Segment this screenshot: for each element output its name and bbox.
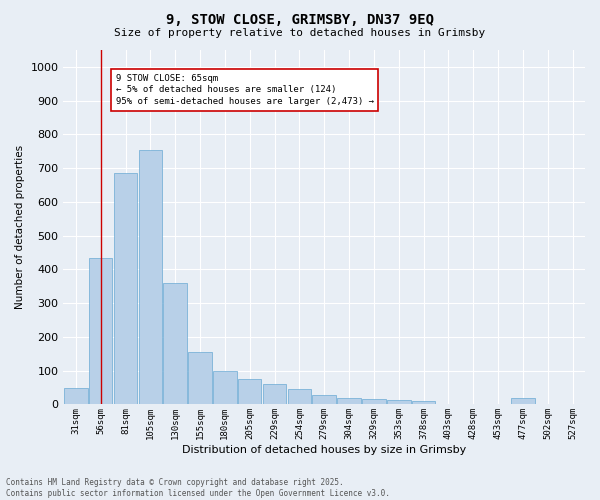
X-axis label: Distribution of detached houses by size in Grimsby: Distribution of detached houses by size … xyxy=(182,445,466,455)
Bar xyxy=(511,398,535,404)
Bar xyxy=(64,388,88,404)
Bar xyxy=(412,401,436,404)
Bar xyxy=(362,400,386,404)
Bar xyxy=(337,398,361,404)
Bar xyxy=(89,258,112,404)
Text: Size of property relative to detached houses in Grimsby: Size of property relative to detached ho… xyxy=(115,28,485,38)
Bar xyxy=(263,384,286,404)
Bar xyxy=(238,379,262,404)
Bar xyxy=(139,150,162,404)
Bar xyxy=(163,283,187,405)
Bar xyxy=(213,370,236,404)
Y-axis label: Number of detached properties: Number of detached properties xyxy=(15,145,25,310)
Text: 9 STOW CLOSE: 65sqm
← 5% of detached houses are smaller (124)
95% of semi-detach: 9 STOW CLOSE: 65sqm ← 5% of detached hou… xyxy=(116,74,374,106)
Text: 9, STOW CLOSE, GRIMSBY, DN37 9EQ: 9, STOW CLOSE, GRIMSBY, DN37 9EQ xyxy=(166,12,434,26)
Bar xyxy=(114,173,137,404)
Bar xyxy=(387,400,410,404)
Bar xyxy=(287,389,311,404)
Bar xyxy=(188,352,212,405)
Text: Contains HM Land Registry data © Crown copyright and database right 2025.
Contai: Contains HM Land Registry data © Crown c… xyxy=(6,478,390,498)
Bar xyxy=(313,395,336,404)
